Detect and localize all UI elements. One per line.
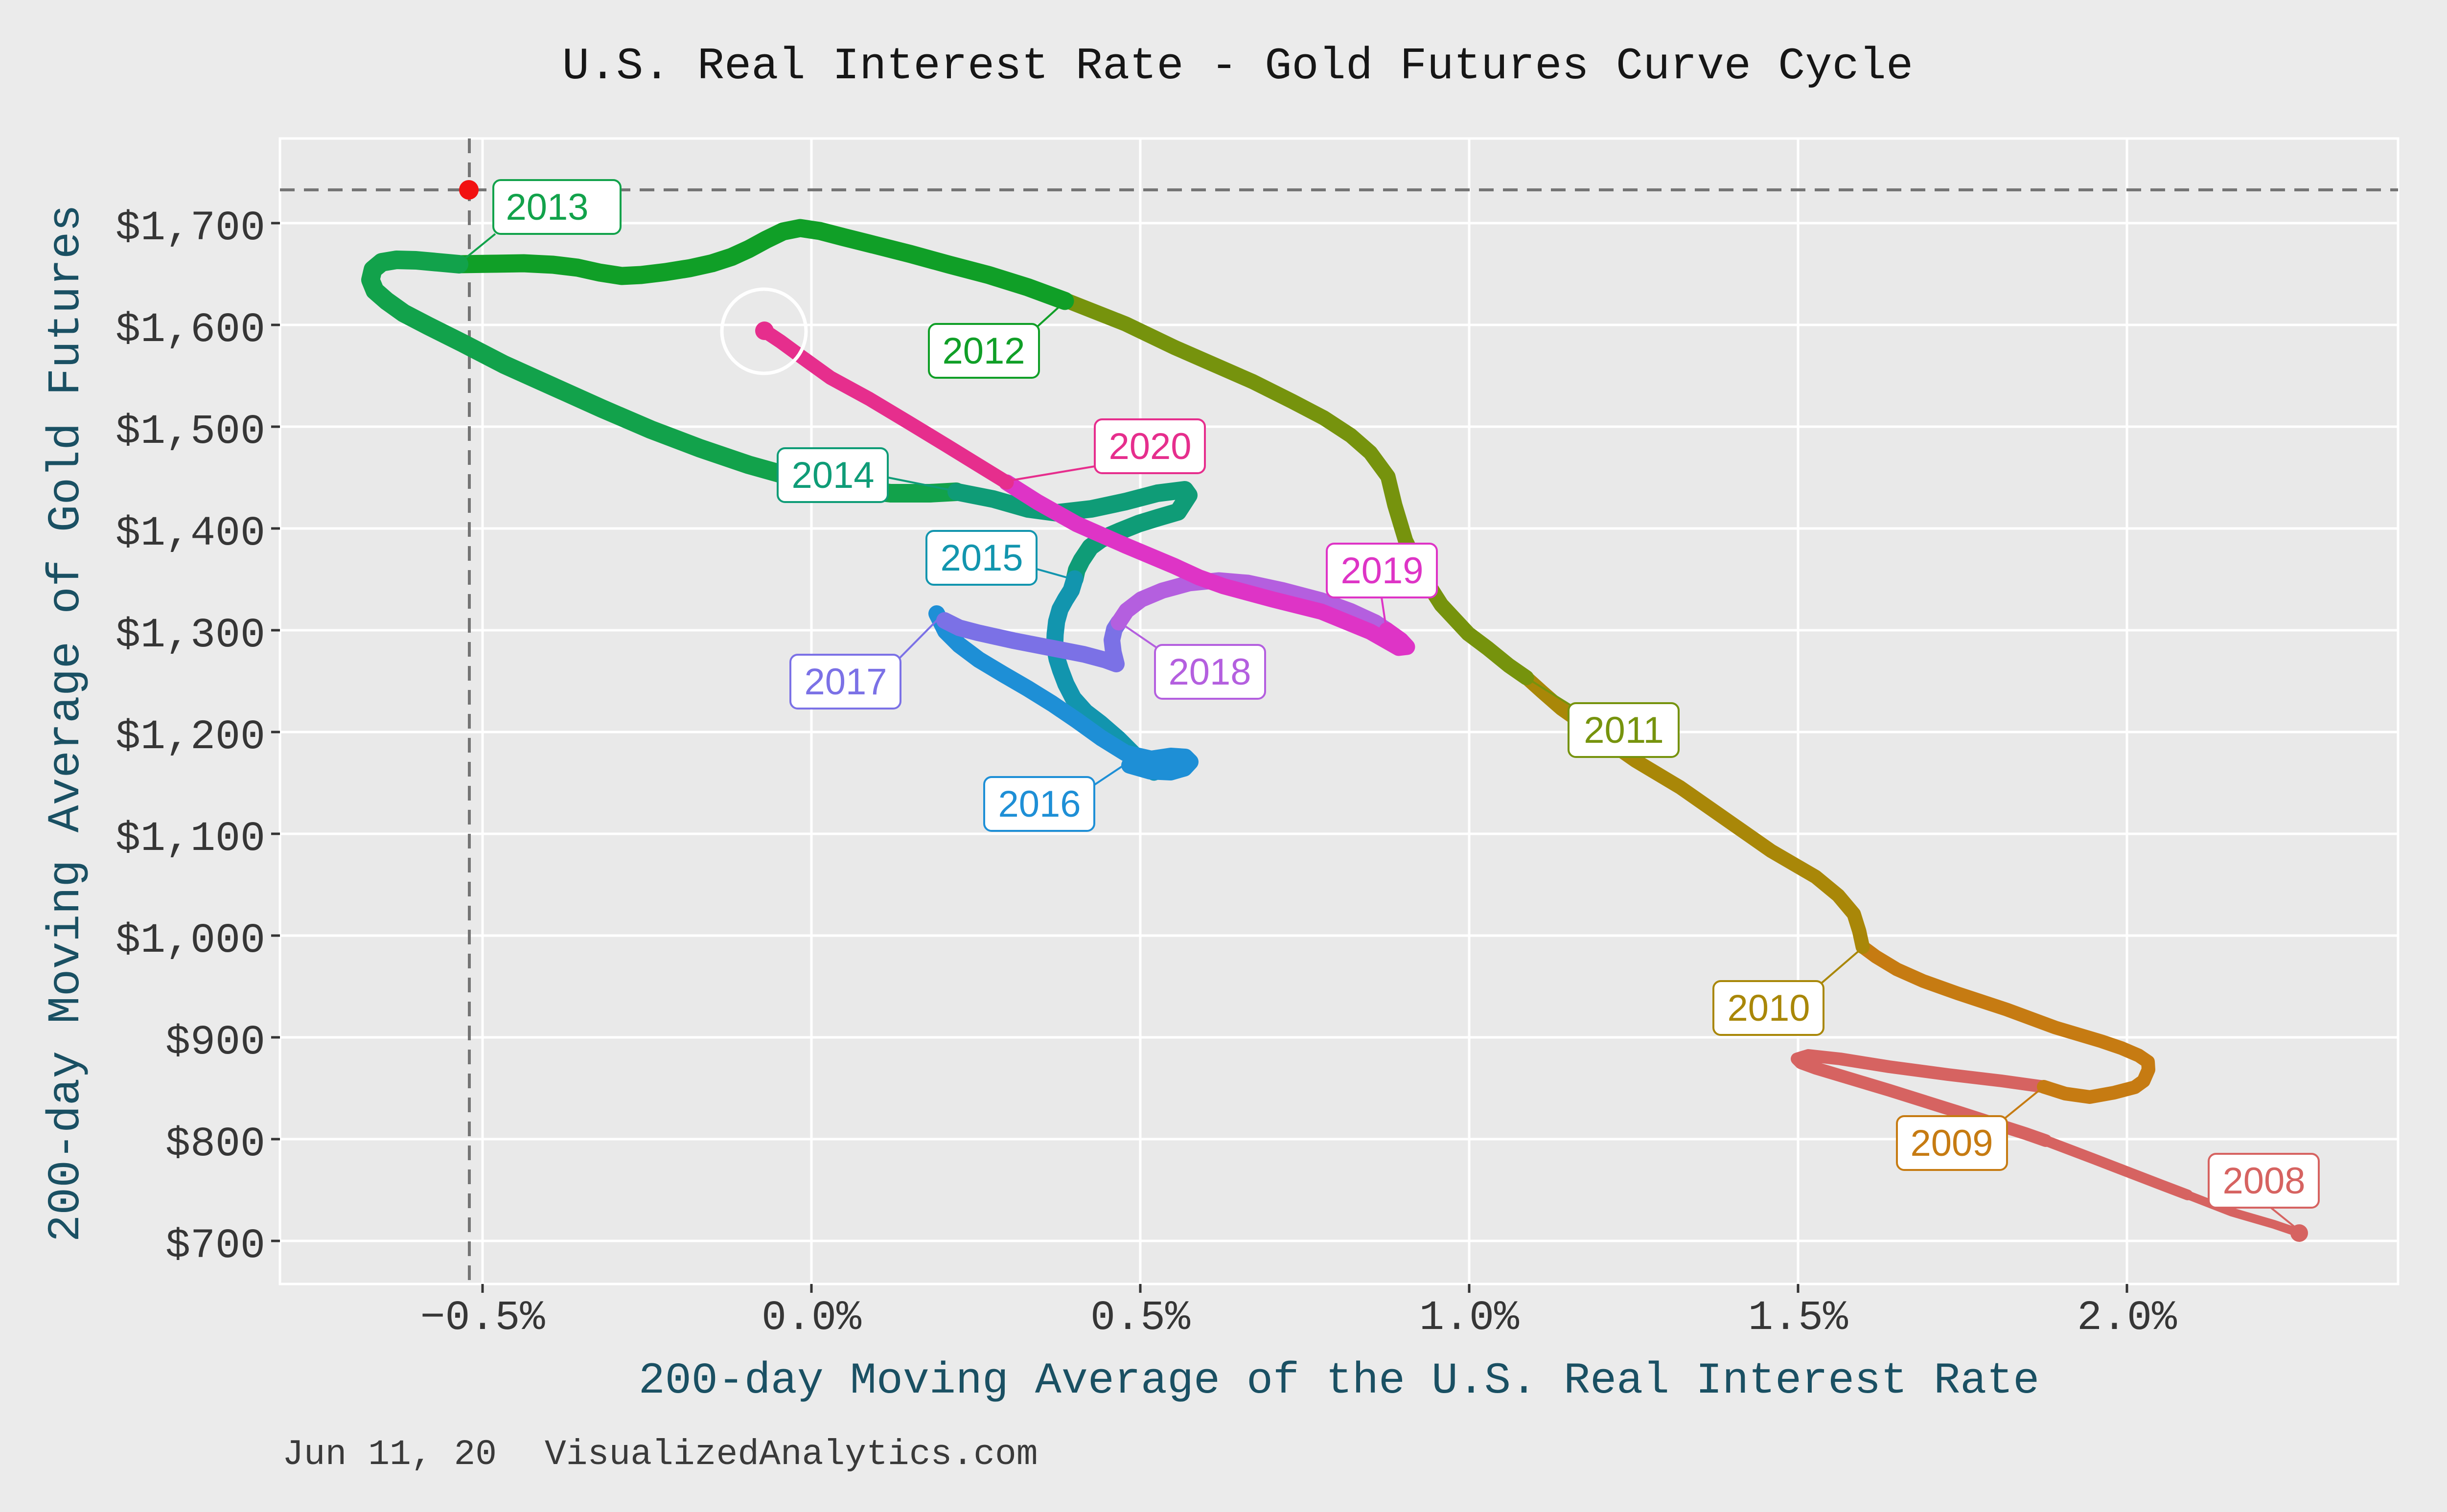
svg-text:2018: 2018 — [1168, 651, 1251, 693]
svg-text:2014: 2014 — [791, 455, 874, 496]
svg-text:2009: 2009 — [1910, 1123, 1993, 1164]
svg-text:0.0%: 0.0% — [762, 1294, 862, 1342]
svg-text:2.0%: 2.0% — [2077, 1294, 2177, 1342]
svg-text:VisualizedAnalytics.com: VisualizedAnalytics.com — [545, 1434, 1038, 1475]
svg-text:2017: 2017 — [804, 661, 887, 703]
svg-text:2013: 2013 — [506, 186, 588, 228]
svg-text:1.0%: 1.0% — [1419, 1294, 1520, 1342]
svg-text:$1,400: $1,400 — [115, 510, 265, 557]
svg-text:$700: $700 — [165, 1222, 265, 1270]
svg-text:2012: 2012 — [942, 330, 1025, 372]
svg-text:2016: 2016 — [998, 783, 1081, 825]
svg-text:$1,700: $1,700 — [115, 205, 265, 252]
svg-text:$800: $800 — [165, 1121, 265, 1168]
svg-text:2020: 2020 — [1108, 426, 1191, 467]
svg-text:$1,100: $1,100 — [115, 815, 265, 863]
svg-text:200-day Moving Average of the: 200-day Moving Average of the U.S. Real … — [639, 1356, 2039, 1406]
svg-text:−0.5%: −0.5% — [420, 1294, 545, 1342]
svg-text:$900: $900 — [165, 1019, 265, 1066]
svg-text:0.5%: 0.5% — [1090, 1294, 1191, 1342]
svg-text:$1,300: $1,300 — [115, 612, 265, 659]
svg-text:Jun 11, 20: Jun 11, 20 — [282, 1434, 497, 1475]
svg-text:$1,200: $1,200 — [115, 713, 265, 761]
svg-text:2008: 2008 — [2222, 1160, 2305, 1202]
svg-text:2015: 2015 — [940, 537, 1023, 579]
svg-text:2010: 2010 — [1727, 987, 1810, 1029]
svg-text:U.S. Real Interest Rate - Gold: U.S. Real Interest Rate - Gold Futures C… — [562, 41, 1913, 92]
svg-text:2019: 2019 — [1340, 550, 1423, 592]
svg-text:200-day Moving Average of Gold: 200-day Moving Average of Gold Futures — [41, 205, 92, 1242]
svg-text:$1,600: $1,600 — [115, 306, 265, 354]
svg-text:1.5%: 1.5% — [1748, 1294, 1848, 1342]
svg-text:$1,000: $1,000 — [115, 917, 265, 964]
svg-text:$1,500: $1,500 — [115, 408, 265, 456]
svg-text:2011: 2011 — [1584, 710, 1663, 751]
